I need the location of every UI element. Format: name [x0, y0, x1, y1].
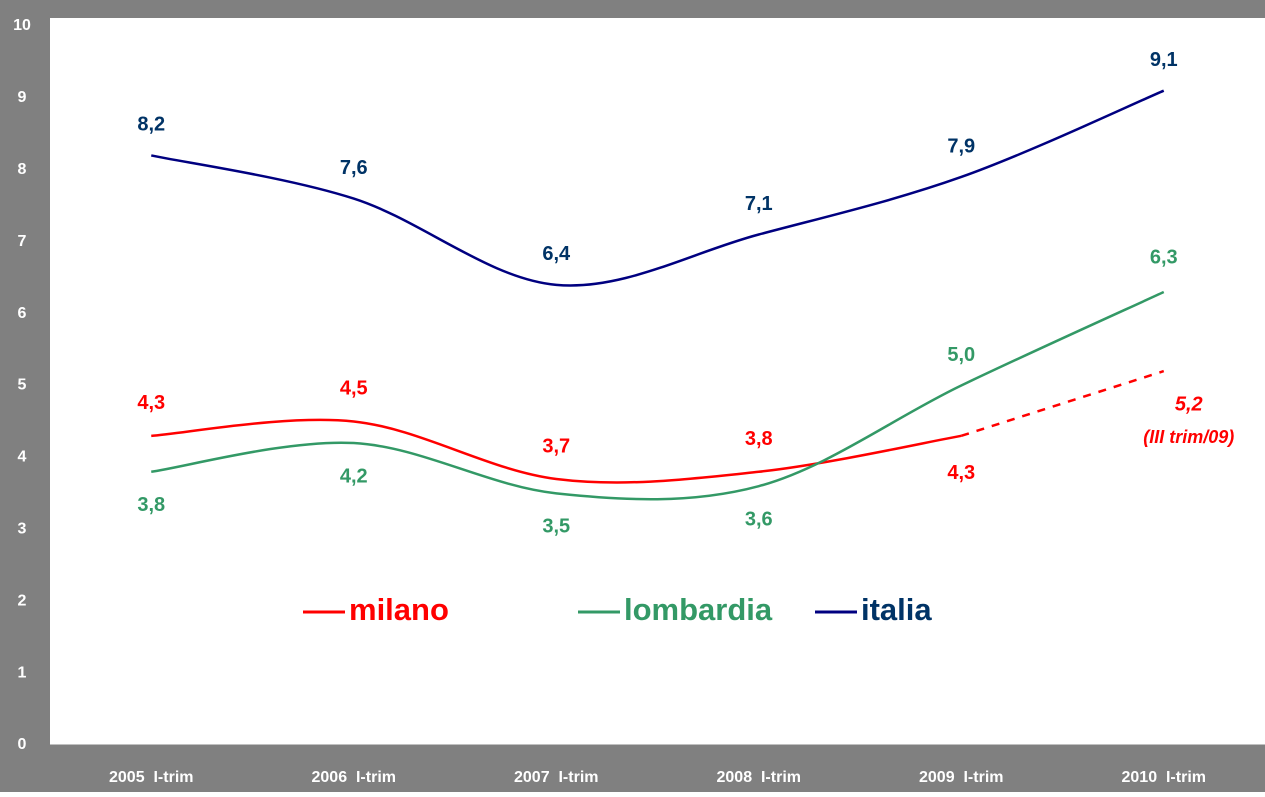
value-label: 3,8 — [137, 494, 165, 516]
series-line — [151, 290, 1165, 501]
series-line — [150, 89, 1165, 287]
annotation: (III trim/09) — [1143, 427, 1234, 447]
value-label: 8,2 — [137, 114, 165, 136]
y-tick-label: 2 — [18, 592, 27, 609]
value-label: 5,0 — [947, 344, 975, 366]
legend-label: lombardia — [624, 592, 773, 627]
y-tick-label: 10 — [13, 17, 31, 34]
value-label: 4,3 — [947, 462, 975, 484]
value-label: 6,3 — [1150, 246, 1178, 268]
y-tick-label: 1 — [18, 664, 27, 681]
y-tick-label: 4 — [18, 449, 27, 466]
x-tick-label: 2007 I-trim — [514, 769, 598, 786]
value-label: 6,4 — [542, 243, 571, 265]
y-tick-label: 5 — [18, 377, 27, 394]
x-tick-label: 2005 I-trim — [109, 769, 193, 786]
value-label: 7,1 — [745, 193, 773, 215]
legend-label: italia — [861, 592, 932, 627]
series-line-dashed — [960, 369, 1165, 438]
value-label: 3,6 — [745, 508, 773, 530]
y-tick-label: 9 — [18, 89, 27, 106]
y-tick-label: 8 — [18, 161, 27, 178]
value-label: 3,7 — [542, 435, 570, 457]
y-tick-label: 0 — [18, 736, 27, 753]
y-tick-label: 3 — [18, 521, 27, 538]
y-tick-label: 7 — [18, 233, 27, 250]
value-label: 4,2 — [340, 465, 368, 487]
x-tick-label: 2008 I-trim — [717, 769, 801, 786]
value-label: 4,3 — [137, 392, 165, 414]
legend-label: milano — [349, 592, 449, 627]
series-line — [151, 418, 962, 484]
value-label: 3,8 — [745, 428, 773, 450]
value-label: 3,5 — [542, 516, 570, 538]
y-tick-label: 6 — [18, 305, 27, 322]
value-label: 9,1 — [1150, 49, 1178, 71]
x-tick-label: 2010 I-trim — [1122, 769, 1206, 786]
value-label: 7,9 — [947, 135, 975, 157]
value-label: 4,5 — [340, 378, 368, 400]
value-label: 5,2 — [1175, 393, 1203, 415]
x-tick-label: 2009 I-trim — [919, 769, 1003, 786]
x-tick-label: 2006 I-trim — [312, 769, 396, 786]
plot-area — [50, 18, 1265, 745]
value-label: 7,6 — [340, 157, 368, 179]
